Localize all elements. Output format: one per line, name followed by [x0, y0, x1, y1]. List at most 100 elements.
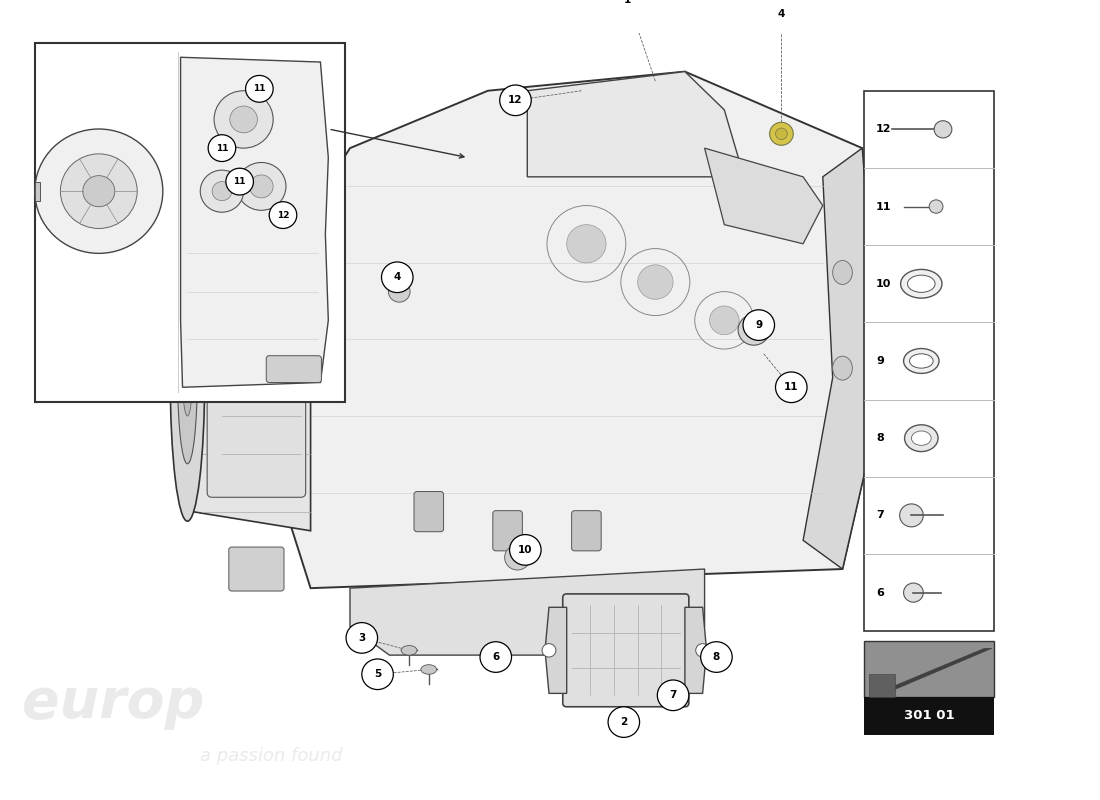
Ellipse shape [908, 275, 935, 292]
Text: 12: 12 [508, 95, 522, 106]
Circle shape [226, 168, 253, 195]
Text: 12: 12 [876, 124, 891, 134]
Text: 7: 7 [670, 690, 676, 700]
Polygon shape [272, 72, 882, 588]
Text: 11: 11 [876, 202, 891, 211]
Circle shape [612, 0, 643, 15]
Circle shape [200, 170, 243, 212]
Text: 8: 8 [876, 433, 883, 443]
FancyBboxPatch shape [563, 594, 689, 706]
Circle shape [658, 680, 689, 710]
Circle shape [566, 225, 606, 263]
Ellipse shape [903, 349, 939, 374]
Polygon shape [803, 148, 882, 569]
Ellipse shape [833, 356, 853, 380]
Circle shape [35, 129, 163, 254]
Ellipse shape [421, 665, 437, 674]
Circle shape [766, 0, 797, 30]
FancyBboxPatch shape [414, 491, 443, 532]
Circle shape [701, 642, 733, 672]
Circle shape [82, 176, 114, 206]
Text: 3: 3 [359, 633, 365, 643]
Circle shape [214, 90, 273, 148]
Ellipse shape [833, 261, 853, 285]
FancyBboxPatch shape [266, 356, 321, 382]
Circle shape [608, 706, 639, 738]
Ellipse shape [402, 646, 417, 655]
Text: europ: europ [22, 676, 205, 730]
Circle shape [695, 644, 710, 657]
Ellipse shape [910, 354, 933, 368]
Ellipse shape [170, 234, 205, 521]
FancyBboxPatch shape [229, 547, 284, 591]
Text: 2: 2 [620, 717, 627, 727]
FancyBboxPatch shape [572, 510, 602, 551]
Text: 6: 6 [492, 652, 499, 662]
Polygon shape [544, 607, 566, 694]
Circle shape [388, 281, 410, 302]
Text: 4: 4 [778, 10, 785, 19]
FancyBboxPatch shape [869, 674, 894, 697]
Text: 985: 985 [698, 310, 908, 407]
FancyBboxPatch shape [865, 641, 994, 697]
Text: 11: 11 [216, 144, 228, 153]
Ellipse shape [901, 270, 942, 298]
Text: 11: 11 [784, 382, 799, 392]
Circle shape [236, 162, 286, 210]
Text: a passion found: a passion found [200, 746, 342, 765]
Circle shape [710, 306, 739, 334]
Circle shape [60, 154, 138, 229]
Circle shape [250, 175, 273, 198]
Polygon shape [874, 648, 992, 694]
Circle shape [362, 659, 394, 690]
Polygon shape [705, 148, 823, 244]
Text: 5: 5 [374, 670, 382, 679]
Ellipse shape [912, 431, 932, 446]
Circle shape [934, 121, 952, 138]
Polygon shape [192, 225, 310, 530]
FancyBboxPatch shape [35, 43, 345, 402]
Polygon shape [527, 72, 744, 177]
Circle shape [776, 372, 807, 402]
Circle shape [638, 265, 673, 299]
Ellipse shape [904, 425, 938, 451]
FancyBboxPatch shape [865, 697, 994, 734]
Circle shape [770, 122, 793, 146]
Circle shape [738, 314, 770, 345]
Text: 10: 10 [518, 545, 532, 555]
Circle shape [903, 583, 923, 602]
Ellipse shape [177, 292, 197, 464]
Text: 10: 10 [876, 278, 891, 289]
Circle shape [542, 644, 556, 657]
Text: 7: 7 [876, 510, 883, 520]
Polygon shape [350, 569, 705, 655]
Ellipse shape [183, 339, 192, 416]
Text: 9: 9 [756, 320, 762, 330]
Text: 11: 11 [253, 84, 265, 94]
FancyBboxPatch shape [865, 90, 994, 631]
Circle shape [346, 622, 377, 654]
Circle shape [900, 504, 923, 527]
Circle shape [230, 106, 257, 133]
Circle shape [930, 200, 943, 214]
Circle shape [245, 75, 273, 102]
Text: 8: 8 [713, 652, 721, 662]
Text: 11: 11 [233, 177, 246, 186]
Circle shape [509, 534, 541, 566]
Circle shape [382, 262, 412, 293]
Circle shape [742, 310, 774, 341]
Text: 12: 12 [277, 210, 289, 219]
Text: 1: 1 [624, 0, 631, 5]
Circle shape [480, 642, 512, 672]
Polygon shape [685, 607, 706, 694]
Circle shape [208, 134, 235, 162]
Circle shape [212, 182, 232, 201]
Text: 4: 4 [394, 272, 402, 282]
FancyBboxPatch shape [207, 258, 306, 498]
FancyBboxPatch shape [493, 510, 522, 551]
Polygon shape [180, 58, 328, 387]
Circle shape [499, 85, 531, 116]
FancyBboxPatch shape [35, 182, 40, 201]
Ellipse shape [490, 652, 506, 662]
Text: 6: 6 [876, 588, 884, 598]
